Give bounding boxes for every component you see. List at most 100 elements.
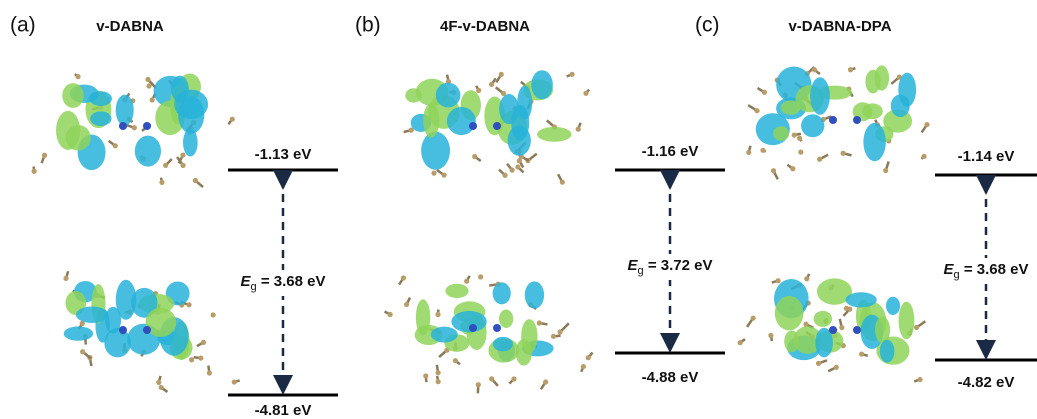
orbital-lobe — [90, 111, 111, 126]
atom — [583, 91, 588, 96]
atom — [760, 148, 765, 153]
atom — [798, 150, 803, 155]
atom — [510, 168, 515, 173]
atom — [145, 77, 150, 82]
atom — [841, 151, 846, 156]
orbital-lobe — [508, 126, 531, 156]
orbital-lobe — [89, 91, 112, 106]
atom — [768, 333, 773, 338]
atom — [201, 340, 206, 345]
orbital-lobe — [493, 337, 513, 352]
atom — [499, 72, 504, 77]
orbital-lobe — [135, 136, 161, 167]
atom — [746, 150, 751, 155]
atom — [232, 379, 237, 384]
atom — [435, 370, 440, 375]
atom — [844, 306, 849, 311]
orbital-lobe — [537, 127, 571, 142]
orbital-lobe — [863, 123, 885, 161]
orbital-lobe — [447, 107, 476, 135]
figure: (a)v-DABNA-1.13 eV-4.81 eVEg = 3.68 eV(b… — [0, 0, 1037, 419]
atom — [489, 376, 494, 381]
orbital-lobe — [178, 96, 204, 133]
atom — [804, 276, 809, 281]
atom — [917, 377, 922, 382]
atom — [924, 122, 929, 127]
atom — [569, 72, 574, 77]
panel-label: (a) — [10, 14, 36, 37]
atom — [560, 180, 565, 185]
atom — [817, 157, 822, 162]
orbital-lobe — [66, 125, 91, 151]
atom — [32, 169, 37, 174]
orbital-lobe — [521, 319, 537, 353]
atom — [119, 122, 127, 130]
atom — [132, 125, 137, 130]
atom — [790, 166, 795, 171]
orbital-lobe — [845, 292, 876, 307]
atom — [441, 172, 446, 177]
atom — [230, 117, 235, 122]
atom — [502, 173, 507, 178]
atom — [143, 326, 151, 334]
atom — [551, 334, 556, 339]
atom — [489, 82, 494, 87]
atom — [914, 325, 919, 330]
orbital-lobe — [899, 302, 915, 340]
orbital-lobe — [451, 311, 486, 332]
atom — [207, 370, 212, 375]
lumo-energy: -1.13 eV — [255, 146, 312, 163]
atom — [812, 67, 817, 72]
atom — [848, 67, 853, 72]
homo-energy: -4.81 eV — [255, 402, 312, 419]
atom — [921, 154, 926, 159]
atom — [469, 122, 477, 130]
atom — [180, 152, 185, 157]
atom — [180, 163, 185, 168]
atom — [186, 302, 191, 307]
orbital-lobe — [775, 296, 804, 331]
atom — [401, 275, 406, 280]
atom — [42, 153, 47, 158]
atom — [75, 74, 80, 79]
orbital-lobe — [862, 103, 882, 119]
orbital-lobe — [880, 340, 895, 363]
atom — [113, 143, 118, 148]
molecule — [385, 274, 593, 393]
orbital-lobe — [814, 311, 832, 327]
atom — [493, 122, 501, 130]
orbital-lobe — [499, 310, 513, 328]
atom — [581, 364, 586, 369]
atom — [543, 379, 548, 384]
atom — [469, 324, 477, 332]
molecule — [32, 74, 235, 187]
orbital-lobe — [891, 94, 910, 117]
atom — [146, 83, 151, 88]
atom — [493, 324, 501, 332]
panel-label: (b) — [355, 14, 381, 37]
orbital-lobe — [405, 88, 422, 102]
orbital-lobe — [517, 86, 532, 120]
atom — [803, 322, 808, 327]
orbital-lobe — [810, 77, 830, 115]
atom — [80, 349, 85, 354]
atom — [476, 382, 481, 387]
atom — [792, 132, 797, 137]
atom — [464, 279, 469, 284]
atom — [576, 127, 581, 132]
atom — [156, 380, 161, 385]
atom — [423, 373, 428, 378]
panel-title: v-DABNA — [96, 18, 164, 35]
orbital-lobe — [431, 327, 458, 343]
orbital-lobe — [445, 284, 468, 298]
gap-value: = 3.72 eV — [644, 257, 713, 274]
orbital-lobe — [436, 83, 461, 108]
lumo-energy: -1.14 eV — [958, 148, 1015, 165]
atom — [537, 320, 542, 325]
atom — [775, 278, 780, 283]
orbital-lobe — [499, 94, 519, 124]
molecule — [404, 70, 589, 185]
lumo-energy: -1.16 eV — [642, 143, 699, 160]
atom — [189, 357, 194, 362]
atom — [816, 361, 821, 366]
